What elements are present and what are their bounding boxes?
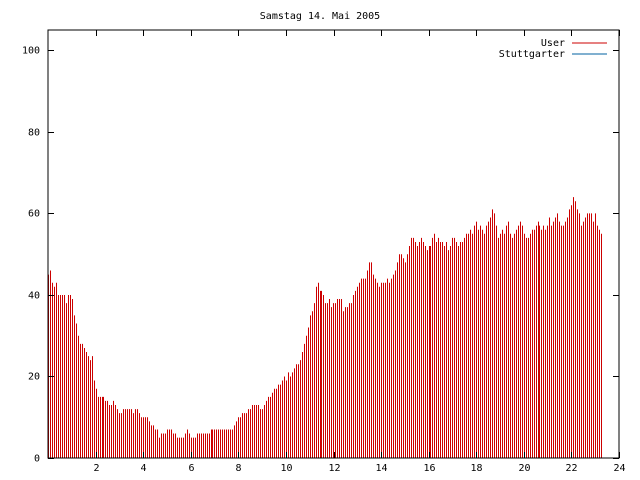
y-tick-label: 20 <box>28 372 40 383</box>
x-tick-label: 18 <box>470 463 482 474</box>
x-tick-label: 16 <box>423 463 435 474</box>
x-tick-label: 4 <box>140 463 146 474</box>
x-tick-label: 24 <box>613 463 625 474</box>
y-tick-label: 100 <box>22 46 40 57</box>
x-tick-label: 20 <box>518 463 530 474</box>
x-axis: 2 4 6 8 10 12 14 16 18 20 22 24 <box>93 30 626 474</box>
x-tick-label: 22 <box>565 463 577 474</box>
x-tick-label: 12 <box>328 463 340 474</box>
y-tick-label: 60 <box>28 209 40 220</box>
bar-series-user <box>48 197 602 458</box>
legend-label-stuttgarter: Stuttgarter <box>499 49 565 60</box>
x-tick-label: 14 <box>375 463 387 474</box>
x-tick-label: 2 <box>93 463 99 474</box>
legend: User Stuttgarter <box>499 38 607 60</box>
y-axis: 0 20 40 60 80 100 <box>22 46 619 465</box>
legend-label-user: User <box>541 38 565 49</box>
y-tick-label: 80 <box>28 128 40 139</box>
y-tick-label: 40 <box>28 291 40 302</box>
x-tick-label: 8 <box>235 463 241 474</box>
y-tick-label: 0 <box>34 454 40 465</box>
x-tick-label: 6 <box>188 463 194 474</box>
plot-frame <box>47 29 620 459</box>
chart-title: Samstag 14. Mai 2005 <box>260 11 380 22</box>
x-tick-label: 10 <box>280 463 292 474</box>
